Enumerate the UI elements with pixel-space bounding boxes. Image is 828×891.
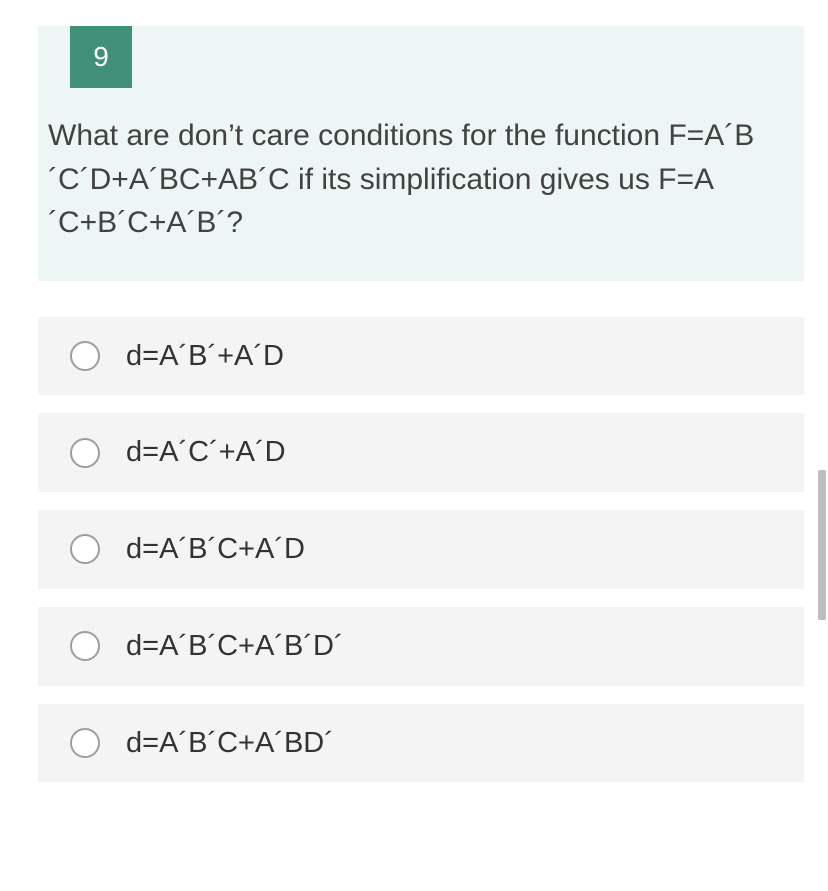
radio-icon[interactable] <box>70 438 100 468</box>
option-label: d=A´B´+A´D <box>126 339 284 374</box>
question-text: What are don’t care conditions for the f… <box>38 114 804 245</box>
option-row[interactable]: d=A´B´C+A´D <box>38 510 804 589</box>
radio-icon[interactable] <box>70 728 100 758</box>
option-row[interactable]: d=A´B´C+A´B´D´ <box>38 607 804 686</box>
question-number-badge: 9 <box>70 26 132 88</box>
options-list: d=A´B´+A´D d=A´C´+A´D d=A´B´C+A´D d=A´B´… <box>38 317 804 783</box>
option-row[interactable]: d=A´C´+A´D <box>38 413 804 492</box>
option-row[interactable]: d=A´B´+A´D <box>38 317 804 396</box>
quiz-page: 9 What are don’t care conditions for the… <box>0 0 828 782</box>
scrollbar-thumb[interactable] <box>818 470 826 620</box>
option-row[interactable]: d=A´B´C+A´BD´ <box>38 704 804 783</box>
option-label: d=A´C´+A´D <box>126 435 286 470</box>
radio-icon[interactable] <box>70 341 100 371</box>
option-label: d=A´B´C+A´B´D´ <box>126 629 344 664</box>
question-number: 9 <box>93 41 109 73</box>
option-label: d=A´B´C+A´D <box>126 532 305 567</box>
question-card: 9 What are don’t care conditions for the… <box>38 26 804 281</box>
radio-icon[interactable] <box>70 534 100 564</box>
radio-icon[interactable] <box>70 631 100 661</box>
option-label: d=A´B´C+A´BD´ <box>126 726 334 761</box>
